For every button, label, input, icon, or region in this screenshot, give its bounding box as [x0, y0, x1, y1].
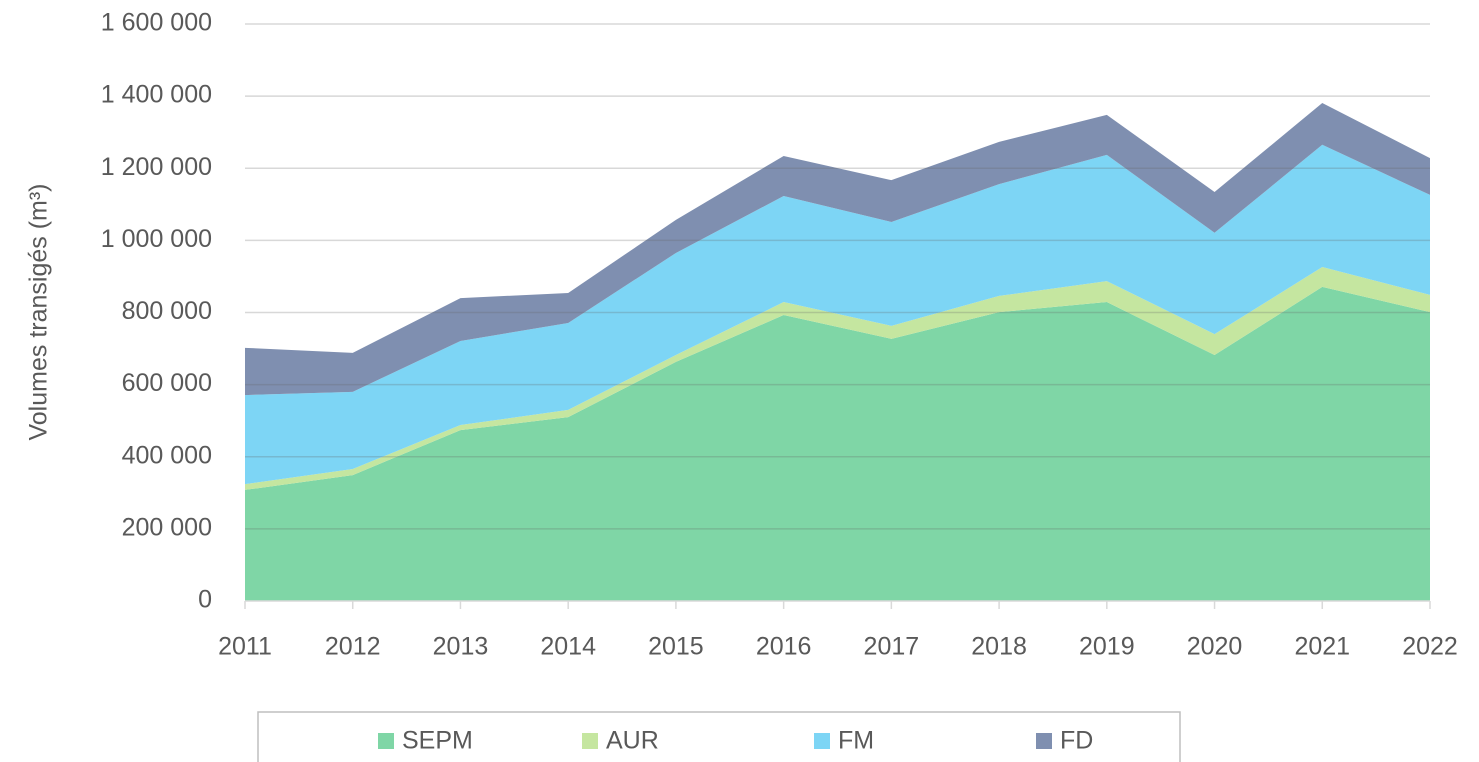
x-tick-label: 2014 [540, 633, 596, 661]
area [245, 267, 1430, 490]
legend-swatch [814, 733, 830, 749]
x-tick-label: 2013 [433, 633, 489, 661]
area [245, 286, 1430, 601]
area [245, 144, 1430, 485]
x-tick-label: 2018 [971, 633, 1027, 661]
x-tick-label: 2016 [756, 633, 812, 661]
y-tick-label: 600 000 [122, 369, 212, 397]
legend-swatch [582, 733, 598, 749]
x-tick-label: 2015 [648, 633, 704, 661]
legend-label: AUR [606, 727, 659, 755]
area [245, 102, 1430, 396]
x-tick-label: 2012 [325, 633, 381, 661]
legend-label: FD [1060, 727, 1093, 755]
x-tick-label: 2022 [1402, 633, 1458, 661]
y-tick-label: 800 000 [122, 297, 212, 325]
legend-label: FM [838, 727, 874, 755]
y-tick-label: 1 400 000 [101, 81, 212, 109]
y-tick-label: 200 000 [122, 513, 212, 541]
x-tick-label: 2020 [1187, 633, 1243, 661]
x-tick-label: 2017 [864, 633, 920, 661]
legend-swatch [378, 733, 394, 749]
x-tick-label: 2021 [1294, 633, 1350, 661]
y-tick-label: 0 [198, 586, 212, 614]
y-axis-label: Volumes transigés (m³) [25, 183, 53, 440]
x-tick-label: 2011 [218, 633, 272, 661]
y-tick-label: 1 200 000 [101, 153, 212, 181]
legend-label: SEPM [402, 727, 473, 755]
y-tick-label: 1 600 000 [101, 9, 212, 37]
y-tick-label: 1 000 000 [101, 225, 212, 253]
legend-box [257, 711, 1181, 762]
legend-swatch [1036, 733, 1052, 749]
y-tick-label: 400 000 [122, 441, 212, 469]
x-tick-label: 2019 [1079, 633, 1135, 661]
